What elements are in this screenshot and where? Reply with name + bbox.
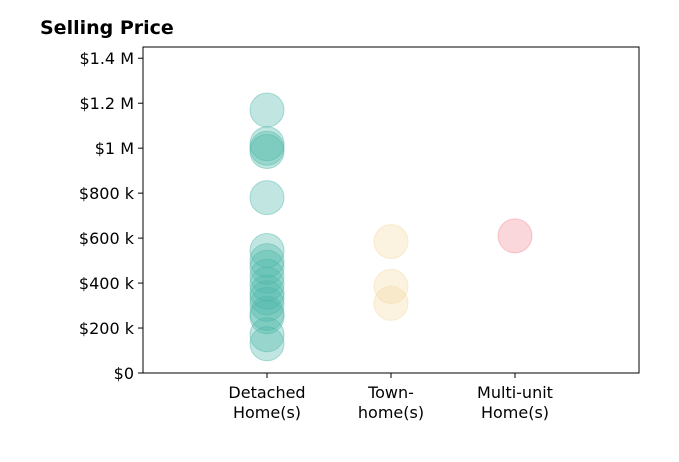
x-category-label-0: Detached Home(s) — [228, 383, 305, 422]
x-category-label-1: Town-home(s) — [358, 383, 424, 422]
data-point-0-11 — [249, 280, 285, 316]
y-tick-label-1: $200 k — [79, 319, 135, 338]
data-point-0-0 — [249, 92, 285, 128]
data-point-1-2 — [373, 285, 409, 321]
y-tick-label-3: $600 k — [79, 229, 135, 248]
data-point-2-0 — [497, 218, 533, 254]
data-point-0-16 — [249, 326, 285, 362]
y-tick-label-6: $1.2 M — [79, 94, 134, 113]
data-point-0-12 — [249, 286, 285, 322]
x-category-label-2: Multi-unit Home(s) — [477, 383, 553, 422]
points-layer — [249, 92, 533, 362]
y-tick-label-7: $1.4 M — [79, 49, 134, 68]
y-tick-label-4: $800 k — [79, 184, 135, 203]
data-point-0-7 — [249, 249, 285, 285]
data-point-0-2 — [249, 130, 285, 166]
data-point-0-6 — [249, 243, 285, 279]
data-point-0-10 — [249, 274, 285, 310]
y-tick-label-5: $1 M — [95, 139, 134, 158]
data-point-0-4 — [249, 180, 285, 216]
data-point-1-1 — [373, 268, 409, 304]
data-point-0-8 — [249, 258, 285, 294]
axes-layer: $0 $200 k $400 k $600 k $800 k $1 M $1.2 M $1.4… — [79, 46, 640, 422]
data-point-0-3 — [249, 134, 285, 169]
data-point-0-15 — [249, 317, 285, 353]
chart-title: Selling Price — [40, 17, 174, 39]
data-point-0-9 — [249, 266, 285, 302]
plot-frame — [142, 46, 640, 374]
data-point-0-5 — [249, 233, 285, 268]
data-point-0-13 — [249, 295, 285, 331]
data-point-1-0 — [373, 224, 409, 259]
y-tick-label-2: $400 k — [79, 274, 135, 293]
data-point-0-1 — [249, 126, 285, 162]
data-point-0-14 — [249, 299, 285, 335]
y-tick-label-0: $0 — [114, 364, 134, 383]
